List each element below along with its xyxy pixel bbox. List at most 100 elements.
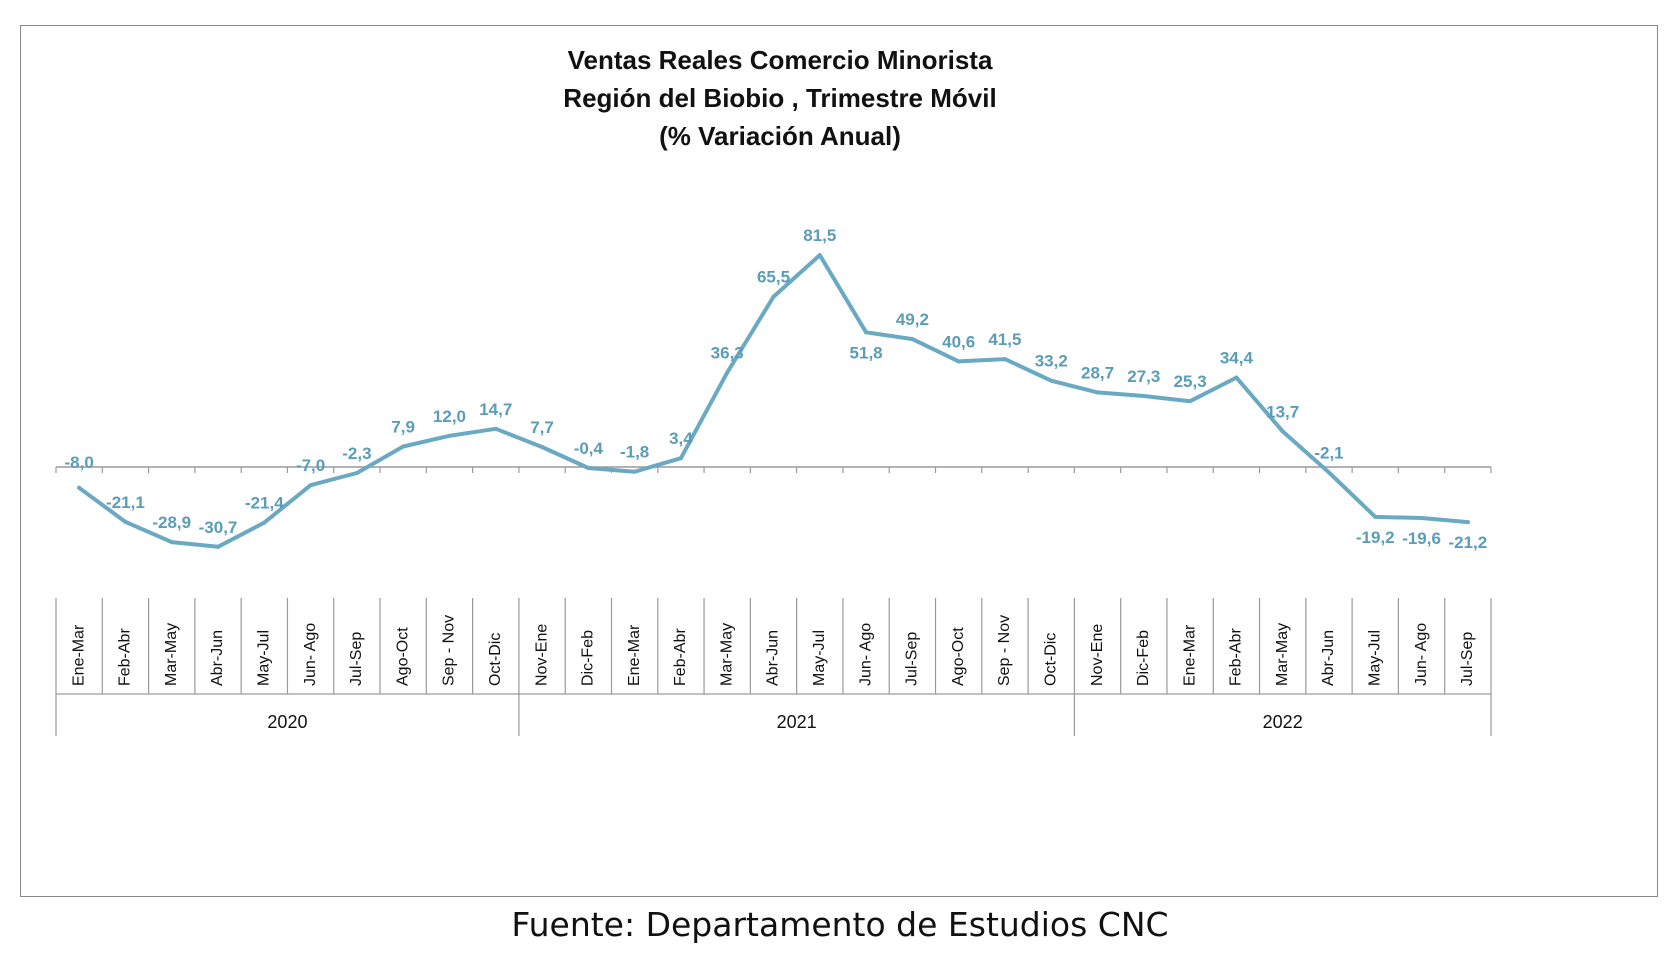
data-label: -30,7: [199, 518, 238, 537]
category-label: May-Jul: [811, 630, 828, 686]
category-label: Oct-Dic: [487, 633, 504, 686]
series-line: [77, 253, 1470, 549]
data-point: [1326, 470, 1331, 475]
category-label: Mar-May: [163, 623, 180, 686]
title-line-1: Ventas Reales Comercio Minorista: [568, 45, 993, 75]
category-label: Sep - Nov: [996, 615, 1013, 686]
data-point: [1049, 378, 1054, 383]
data-label: 81,5: [803, 226, 836, 245]
category-label: May-Jul: [256, 630, 273, 686]
chart-frame: Ventas Reales Comercio Minorista Región …: [20, 25, 1658, 897]
data-label: 51,8: [850, 343, 883, 362]
category-label: Mar-May: [718, 623, 735, 686]
category-label: Jul-Sep: [1459, 632, 1476, 686]
category-label: Ene-Mar: [626, 624, 643, 686]
category-label: Feb-Abr: [672, 628, 689, 686]
data-label: -0,4: [574, 439, 604, 458]
category-label: Jun- Ago: [302, 623, 319, 686]
category-label: Jun- Ago: [857, 623, 874, 686]
category-label: Nov-Ene: [533, 624, 550, 686]
data-label: 13,7: [1266, 402, 1299, 421]
data-point: [632, 469, 637, 474]
data-point: [262, 520, 267, 525]
category-label: Mar-May: [1274, 623, 1291, 686]
data-label: -2,1: [1314, 443, 1343, 462]
data-label: 33,2: [1035, 352, 1068, 371]
data-point: [1280, 429, 1285, 434]
data-point: [447, 433, 452, 438]
data-label-layer: -8,0 -21,1 -28,9 -30,7 -21,4 -7,0 -2,3 7,9 12,0 1…: [64, 226, 1487, 552]
category-label: May-Jul: [1366, 630, 1383, 686]
data-point: [308, 483, 313, 488]
data-point: [1141, 394, 1146, 399]
year-label: 2021: [777, 712, 817, 732]
data-label: 65,5: [757, 268, 790, 287]
data-point: [956, 359, 961, 364]
category-label: Jul-Sep: [348, 632, 365, 686]
data-label: -19,2: [1356, 528, 1395, 547]
series-layer: [77, 253, 1470, 549]
category-label: Ene-Mar: [70, 624, 87, 686]
data-point: [1419, 515, 1424, 520]
data-label: -19,6: [1402, 529, 1441, 548]
data-label: -28,9: [152, 513, 191, 532]
data-point: [1188, 399, 1193, 404]
data-label: 49,2: [896, 310, 929, 329]
data-point: [77, 485, 82, 490]
data-point: [123, 519, 128, 524]
category-label: Abr-Jun: [209, 630, 226, 686]
category-label: Ago-Oct: [950, 627, 967, 686]
data-point: [771, 294, 776, 299]
data-label: 25,3: [1174, 372, 1207, 391]
category-label: Feb-Abr: [1228, 628, 1245, 686]
source-note: Fuente: Departamento de Estudios CNC: [511, 905, 1169, 944]
category-label: Abr-Jun: [1320, 630, 1337, 686]
category-label: Abr-Jun: [765, 630, 782, 686]
category-label: Dic-Feb: [580, 630, 597, 686]
data-label: 40,6: [942, 332, 975, 351]
data-point: [216, 544, 221, 549]
data-label: -21,2: [1448, 533, 1487, 552]
year-label: 2022: [1263, 712, 1303, 732]
data-label: 28,7: [1081, 363, 1114, 382]
category-label: Jun- Ago: [1413, 623, 1430, 686]
data-label: -21,1: [106, 493, 145, 512]
data-point: [817, 253, 822, 258]
data-point: [725, 370, 730, 375]
data-label: 3,4: [669, 429, 693, 448]
title-line-2: Región del Biobio , Trimestre Móvil: [563, 83, 996, 113]
axis-layer: [55, 466, 1492, 473]
data-label: 34,4: [1220, 349, 1254, 368]
data-label: 12,0: [433, 407, 466, 426]
data-label: 7,7: [530, 418, 554, 437]
data-label: -1,8: [620, 443, 649, 462]
data-point: [1234, 375, 1239, 380]
category-label: Oct-Dic: [1042, 633, 1059, 686]
data-label: 36,3: [711, 344, 744, 363]
chart-title: Ventas Reales Comercio Minorista Región …: [563, 45, 996, 151]
data-label: 7,9: [391, 417, 415, 436]
category-axis-layer: Ene-Mar Feb-Abr Mar-May Abr-Jun May-Jul Jun- …: [55, 598, 1492, 736]
data-point: [678, 456, 683, 461]
data-label: 14,7: [479, 400, 512, 419]
data-label: -7,0: [296, 456, 325, 475]
data-label: -2,3: [342, 444, 371, 463]
line-chart: Ventas Reales Comercio Minorista Región …: [55, 45, 1492, 736]
category-label: Nov-Ene: [1089, 624, 1106, 686]
data-point: [1002, 357, 1007, 362]
category-label: Sep - Nov: [441, 615, 458, 686]
data-point: [910, 337, 915, 342]
title-line-3: (% Variación Anual): [659, 121, 901, 151]
data-point: [401, 444, 406, 449]
category-label: Dic-Feb: [1135, 630, 1152, 686]
data-point: [354, 470, 359, 475]
year-label: 2020: [267, 712, 307, 732]
data-point: [586, 466, 591, 471]
category-label: Ago-Oct: [394, 627, 411, 686]
data-point: [169, 540, 174, 545]
category-label: Jul-Sep: [904, 632, 921, 686]
category-label: Ene-Mar: [1181, 624, 1198, 686]
data-point: [540, 444, 545, 449]
data-point: [1373, 514, 1378, 519]
data-label: -8,0: [64, 453, 93, 472]
